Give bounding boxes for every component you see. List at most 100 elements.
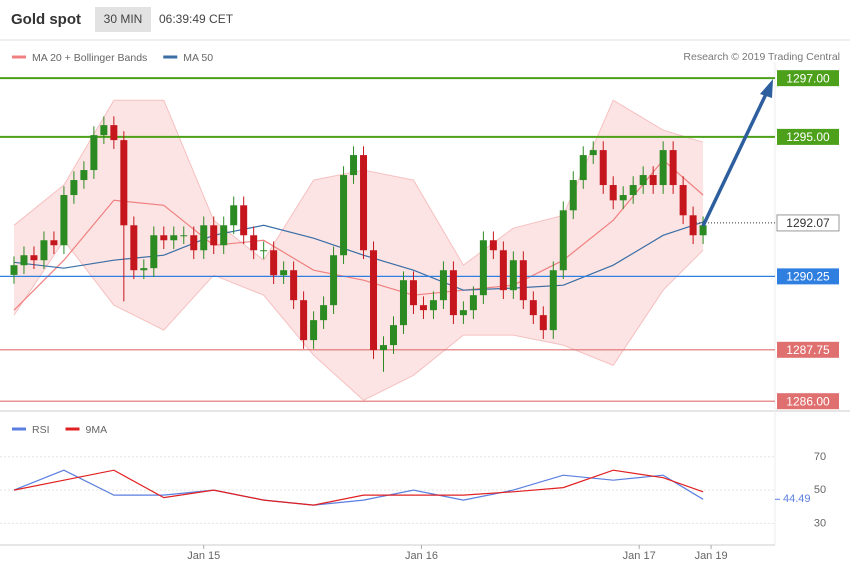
candle-body (40, 240, 48, 261)
candle-body (200, 225, 208, 251)
candle-body (330, 255, 338, 306)
candle-body (360, 155, 368, 251)
candle-body (240, 205, 248, 236)
candle-body (419, 305, 427, 311)
rsi-line (13, 469, 704, 506)
level-label-box (777, 268, 839, 285)
level-label: 1292.07 (786, 216, 830, 230)
x-tick-label: Jan 16 (405, 550, 438, 562)
candle-body (10, 265, 18, 275)
time: 06:39:49 CET (159, 12, 234, 26)
candle-body (170, 235, 178, 241)
level-label-box (777, 393, 839, 410)
candle-body (380, 345, 388, 351)
legend-label: 9MA (86, 424, 108, 436)
candle-body (589, 150, 597, 156)
candle-body (260, 250, 268, 252)
candle-body (479, 240, 487, 296)
bollinger-lower (13, 239, 704, 401)
candle-body (30, 255, 38, 261)
candle-body (609, 185, 617, 201)
candle-body (559, 210, 567, 271)
candle-body (549, 270, 557, 331)
candle-body (210, 225, 218, 246)
price-panel: 1297.00 1295.00 1292.07 1290.25 1287.75 1286.… (0, 52, 840, 410)
candle-body (140, 268, 148, 271)
candle-body (180, 235, 188, 237)
candle-body (439, 270, 447, 301)
candle-body (629, 185, 637, 196)
candle-body (280, 270, 288, 276)
candle-body (569, 180, 577, 211)
interval: 30 MIN (104, 12, 143, 26)
candle-body (579, 155, 587, 181)
candle-body (220, 225, 228, 246)
level-label: 1297.00 (786, 71, 830, 85)
candle-body (190, 235, 198, 251)
candle-body (230, 205, 238, 226)
candle-body (489, 240, 497, 251)
candle-body (399, 280, 407, 326)
level-label: 1286.00 (786, 394, 830, 408)
candle-body (270, 250, 278, 276)
candle-body (459, 310, 467, 316)
candle-body (50, 240, 58, 246)
candle-body (699, 225, 707, 236)
candle-body (659, 150, 667, 186)
level-label: 1290.25 (786, 270, 830, 284)
candle-body (130, 225, 138, 271)
candle-body (100, 125, 108, 136)
candle-body (509, 260, 517, 291)
rsi-panel: 30 50 70 44.49 RSI 9MA (0, 424, 826, 529)
candle-body (429, 300, 437, 311)
candle-body (80, 170, 88, 181)
candle-body (300, 300, 308, 341)
candle-body (409, 280, 417, 306)
x-tick-label: Jan 19 (695, 550, 728, 562)
candle-body (320, 305, 328, 321)
candle-body (679, 185, 687, 216)
candle-body (340, 175, 348, 256)
title: Gold spot (11, 11, 81, 28)
candle-body (120, 140, 128, 226)
candle-body (20, 255, 28, 266)
candle-body (60, 195, 68, 246)
candle-body (110, 125, 118, 141)
candle-body (519, 260, 527, 301)
level-label-box (777, 341, 839, 358)
candle-body (160, 235, 168, 241)
rsi-line (13, 469, 704, 506)
y-tick-label: 50 (814, 484, 826, 496)
y-tick-label: 70 (814, 451, 826, 463)
candle-body (669, 150, 677, 186)
candle-body (389, 325, 397, 346)
legend-label: MA 50 (183, 52, 213, 64)
arrow-head (760, 79, 773, 98)
candle-body (499, 250, 507, 291)
candle-body (639, 175, 647, 186)
legend-label: RSI (32, 424, 50, 436)
candle-body (90, 135, 98, 171)
candle-body (649, 175, 657, 186)
candle-body (250, 235, 258, 251)
candle-body (689, 215, 697, 236)
bollinger-fill (14, 100, 704, 401)
level-label-box (776, 214, 840, 232)
candle-body (70, 180, 78, 196)
level-label-box (777, 128, 839, 145)
candle-body (290, 270, 298, 301)
legend-label: MA 20 + Bollinger Bands (32, 52, 147, 64)
level-label: 1287.75 (786, 343, 830, 357)
forecast-arrow (701, 79, 773, 227)
level-label: 1295.00 (786, 130, 830, 144)
level-label-box (777, 70, 839, 87)
candle-body (529, 300, 537, 316)
candle-body (449, 270, 457, 316)
candle-body (599, 150, 607, 186)
interval-box (95, 7, 151, 32)
ma20-line (13, 159, 704, 311)
candle-body (469, 295, 477, 311)
credit: Research © 2019 Trading Central (683, 51, 840, 63)
candle-body (619, 195, 627, 201)
